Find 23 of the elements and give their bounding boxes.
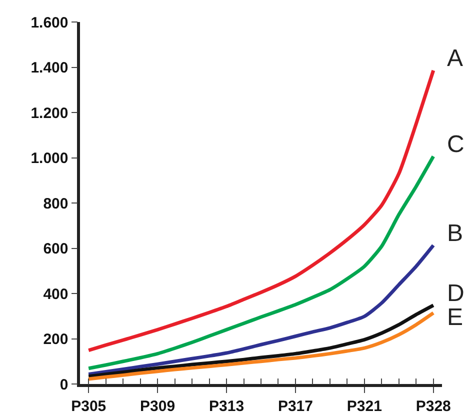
line-series: [86, 68, 436, 352]
series-label: D: [447, 280, 464, 307]
x-tick-label: P309: [140, 398, 176, 415]
y-tick-label: 1.600: [30, 14, 68, 32]
x-tick-label: P305: [71, 398, 106, 415]
x-tick-label: P317: [278, 398, 314, 415]
y-tick-label: 0: [60, 376, 68, 394]
series-label: C: [447, 131, 464, 158]
series-label: A: [447, 45, 464, 72]
series-label: B: [447, 220, 464, 247]
y-tick-label: 1.200: [30, 104, 68, 122]
x-tick-label: P328: [416, 398, 451, 415]
y-tick-label: 1.000: [30, 150, 68, 167]
y-tick-label: 1.400: [30, 60, 68, 76]
x-tick-label: P321: [346, 398, 382, 415]
y-tick-label: 400: [43, 286, 68, 303]
series-label: E: [447, 304, 464, 331]
y-tick-label: 800: [43, 195, 68, 212]
y-tick-label: 200: [43, 331, 68, 348]
line-series: [86, 244, 436, 376]
y-tick-label: 600: [43, 240, 68, 258]
x-tick-label: P313: [208, 398, 244, 415]
line-series: [86, 154, 436, 370]
